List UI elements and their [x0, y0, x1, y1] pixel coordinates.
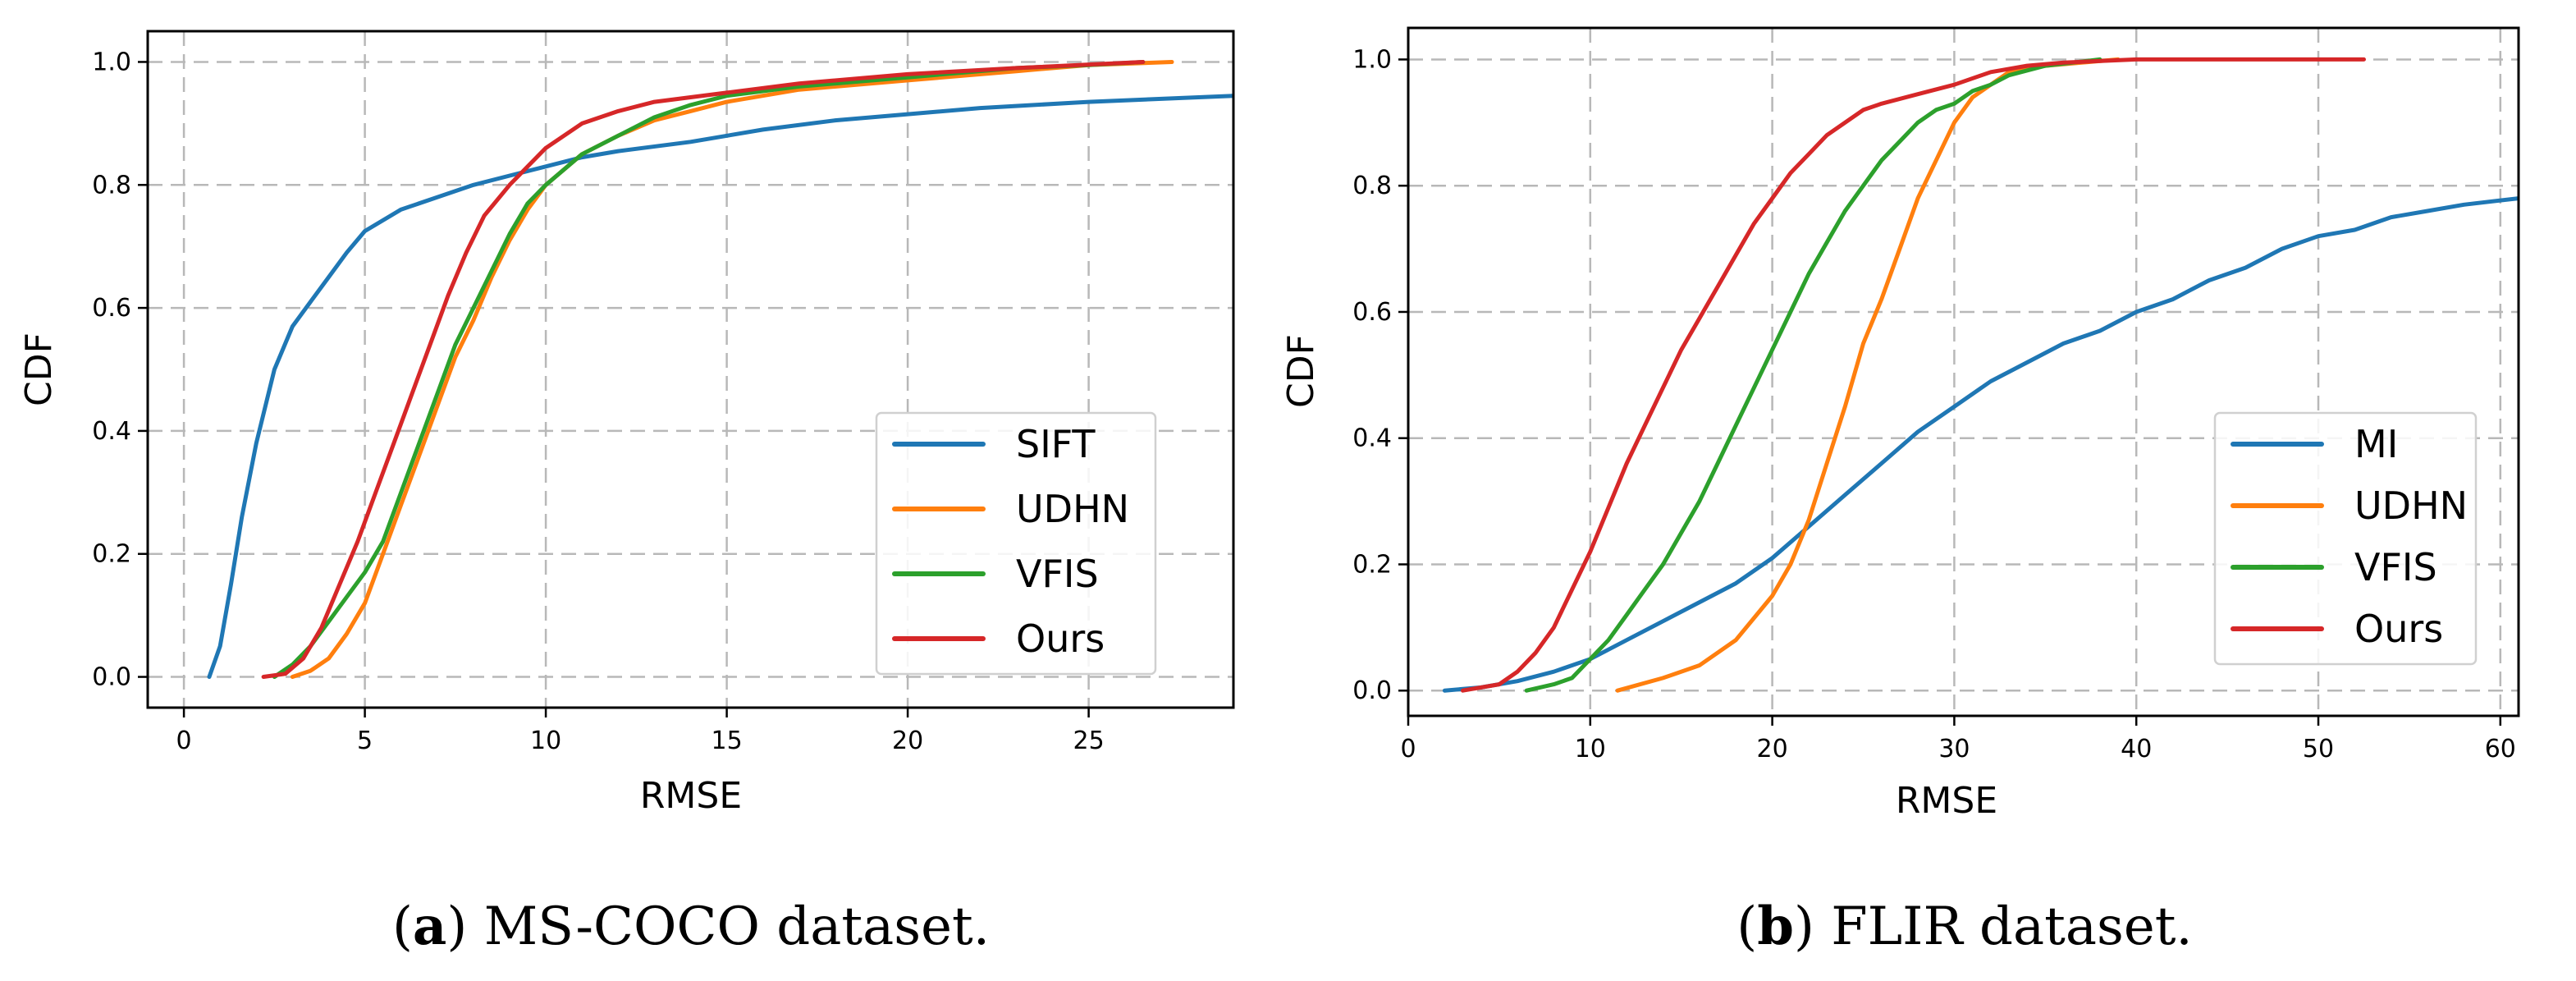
series-line-udhn	[1615, 57, 2121, 693]
legend-items: SIFT UDHN VFIS Ours	[892, 422, 1129, 661]
chart-ms-coco: 0 5 10 15 20 25 0.0 0.2 0.4 0.6 0.8 1.0 RMSE CDF SI…	[18, 30, 1235, 957]
x-tick-label: 5	[357, 727, 373, 755]
x-tick-label: 10	[1575, 735, 1606, 763]
x-axis-label: RMSE	[640, 775, 742, 817]
caption: (b) FLIR dataset.	[1736, 896, 2193, 957]
y-tick-label: 1.0	[1352, 45, 1392, 74]
legend-label-ours: Ours	[2354, 607, 2443, 651]
y-tick-label: 0.2	[92, 540, 131, 569]
caption-paren-close: )	[446, 896, 483, 957]
caption-letter: b	[1757, 896, 1794, 957]
y-tick-label: 0.0	[1352, 676, 1392, 705]
legend: MI UDHN VFIS Ours	[2213, 411, 2478, 666]
legend-box	[2213, 411, 2478, 666]
legend-items: MI UDHN VFIS Ours	[2231, 422, 2468, 651]
x-tick-label: 40	[2121, 735, 2152, 763]
caption-text: FLIR dataset.	[1831, 896, 2193, 957]
x-tick-label: 50	[2303, 735, 2334, 763]
plot-area	[146, 30, 1235, 709]
y-tick-label: 0.4	[92, 417, 131, 446]
x-tick-label: 20	[892, 727, 923, 755]
caption-paren-open: (	[392, 896, 413, 957]
series-lines	[1442, 57, 2519, 693]
series-line-mi	[1442, 196, 2519, 693]
x-tick-label: 10	[530, 727, 561, 755]
series-line-ours	[261, 60, 1146, 679]
y-tick-label: 0.0	[92, 663, 131, 692]
y-tick-label: 0.6	[1352, 298, 1392, 327]
legend-label-vfis: VFIS	[2354, 545, 2437, 589]
x-tick-label: 25	[1073, 727, 1105, 755]
caption-paren-close: )	[1794, 896, 1831, 957]
y-tick-label: 0.8	[92, 171, 131, 199]
y-axis-label: CDF	[1280, 334, 1322, 408]
caption-letter: a	[413, 896, 446, 957]
x-tick-label: 15	[711, 727, 743, 755]
x-tick-label: 0	[1400, 735, 1416, 763]
legend-label-vfis: VFIS	[1016, 552, 1099, 596]
x-tick-label: 60	[2485, 735, 2516, 763]
series-line-ours	[1461, 57, 2366, 693]
caption: (a) MS-COCO dataset.	[392, 896, 990, 957]
legend-label-sift: SIFT	[1016, 422, 1096, 466]
y-axis-label: CDF	[18, 332, 60, 406]
x-tick-label: 0	[176, 727, 192, 755]
y-tick-label: 0.8	[1352, 172, 1392, 200]
caption-paren-open: (	[1736, 896, 1757, 957]
x-tick-label: 20	[1757, 735, 1788, 763]
x-tick-label: 30	[1938, 735, 1970, 763]
chart-flir: 0 10 20 30 40 50 60 0.0 0.2 0.4 0.6 0.8 1.0 RMSE CDF…	[1280, 26, 2520, 957]
series-line-vfis	[1524, 57, 2102, 693]
x-axis-label: RMSE	[1896, 780, 1997, 822]
plot-area	[1407, 26, 2520, 717]
axis-ticks: 0 5 10 15 20 25 0.0 0.2 0.4 0.6 0.8 1.0	[92, 48, 1104, 755]
series-line-udhn	[290, 60, 1174, 679]
y-tick-label: 0.6	[92, 294, 131, 323]
legend-label-ours: Ours	[1016, 617, 1105, 661]
y-tick-label: 0.4	[1352, 424, 1392, 453]
series-line-sift	[207, 94, 1233, 679]
legend-label-udhn: UDHN	[1016, 487, 1129, 531]
caption-text: MS-COCO dataset.	[484, 896, 990, 957]
legend: SIFT UDHN VFIS Ours	[875, 411, 1157, 676]
legend-label-udhn: UDHN	[2354, 484, 2468, 528]
y-tick-label: 1.0	[92, 48, 131, 76]
series-line-vfis	[272, 60, 1146, 679]
y-tick-label: 0.2	[1352, 550, 1392, 579]
series-lines	[207, 60, 1233, 679]
legend-box	[875, 411, 1157, 676]
axis-ticks: 0 10 20 30 40 50 60 0.0 0.2 0.4 0.6 0.8 1.0	[1352, 45, 2516, 763]
legend-label-mi: MI	[2354, 422, 2398, 466]
